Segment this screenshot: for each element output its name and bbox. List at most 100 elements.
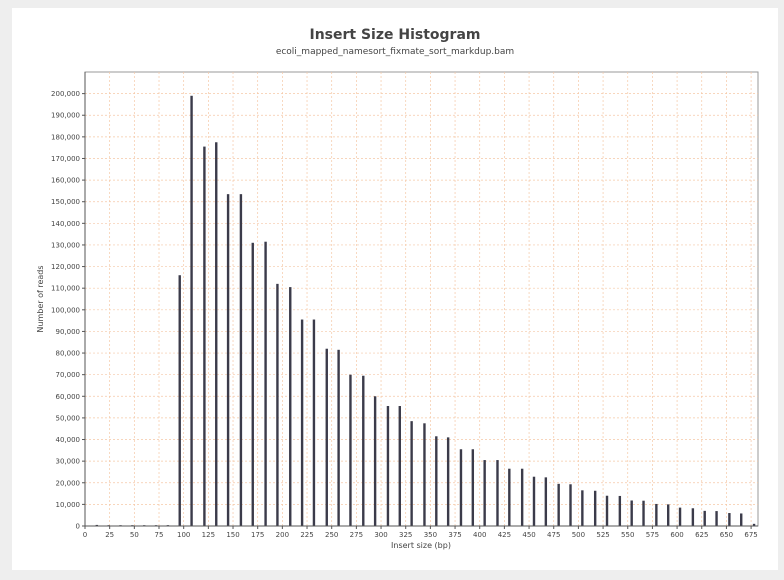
x-tick-label: 500 [572, 531, 585, 539]
x-tick-label: 450 [522, 531, 535, 539]
x-tick-label: 350 [424, 531, 437, 539]
y-tick-label: 180,000 [51, 133, 80, 141]
histogram-bar [544, 477, 548, 526]
y-tick-label: 40,000 [56, 436, 81, 444]
x-tick-label: 325 [399, 531, 412, 539]
x-tick-label: 250 [325, 531, 338, 539]
histogram-bar [740, 513, 743, 526]
x-tick-label: 625 [695, 531, 708, 539]
histogram-bar [349, 374, 352, 526]
grid-lines [84, 72, 758, 526]
y-tick-label: 130,000 [51, 241, 80, 249]
chart-panel: Insert Size Histogram ecoli_mapped_names… [12, 8, 778, 570]
chart-title: Insert Size Histogram [310, 27, 481, 43]
y-tick-label: 50,000 [56, 414, 81, 422]
histogram-bar [203, 146, 206, 527]
histogram-bar [362, 375, 365, 526]
x-tick-label: 375 [448, 531, 461, 539]
y-tick-label: 30,000 [56, 458, 81, 466]
x-tick-label: 550 [621, 531, 634, 539]
histogram-bar [239, 194, 243, 526]
histogram-bar [446, 437, 450, 526]
histogram-bar [691, 508, 695, 526]
x-tick-label: 400 [473, 531, 486, 539]
y-tick-label: 170,000 [51, 155, 80, 163]
x-tick-label: 300 [374, 531, 387, 539]
histogram-bar [435, 436, 438, 526]
histogram-bar [728, 513, 731, 526]
histogram-bar [630, 500, 633, 526]
y-tick-label: 140,000 [51, 220, 80, 228]
x-tick-label: 200 [276, 531, 289, 539]
chart-subtitle: ecoli_mapped_namesort_fixmate_sort_markd… [276, 47, 514, 57]
histogram-bar [325, 348, 328, 526]
histogram-bar [520, 468, 524, 526]
histogram-bar [569, 484, 572, 526]
y-axis-label: Number of reads [36, 265, 45, 332]
histogram-bar [459, 449, 463, 526]
histogram-bar [593, 490, 597, 526]
y-tick-label: 60,000 [56, 393, 81, 401]
histogram-bar [251, 242, 254, 527]
histogram-bar [423, 423, 426, 526]
plot-area [84, 71, 759, 527]
y-tick-label: 150,000 [51, 198, 80, 206]
y-tick-label: 190,000 [51, 112, 80, 120]
histogram-bar [373, 396, 377, 526]
histogram-bar [655, 503, 658, 526]
histogram-bar [178, 275, 181, 526]
histogram-bar [386, 406, 390, 526]
y-tick-label: 0 [76, 523, 80, 531]
histogram-bar [226, 194, 230, 526]
x-axis-label: Insert size (bp) [391, 541, 451, 550]
histogram-bar [557, 483, 560, 526]
x-tick-label: 575 [646, 531, 659, 539]
x-tick-label: 675 [744, 531, 757, 539]
histogram-bar [410, 421, 413, 526]
x-tick-label: 0 [83, 531, 87, 539]
histogram-bar [532, 476, 536, 526]
bars [95, 95, 756, 527]
y-tick-label: 110,000 [51, 285, 80, 293]
y-tick-label: 200,000 [51, 90, 80, 98]
x-tick-label: 100 [177, 531, 190, 539]
histogram-bar [752, 523, 756, 526]
histogram-bar [618, 495, 622, 526]
y-tick-label: 80,000 [56, 350, 81, 358]
histogram-bar [300, 319, 304, 526]
x-tick-label: 125 [202, 531, 215, 539]
histogram-bar [190, 95, 193, 527]
x-tick-label: 150 [226, 531, 239, 539]
x-tick-label: 600 [670, 531, 683, 539]
histogram-bar [715, 511, 718, 526]
histogram-bar [667, 504, 670, 526]
x-tick-label: 425 [498, 531, 511, 539]
x-tick-label: 50 [130, 531, 139, 539]
x-tick-label: 25 [105, 531, 114, 539]
histogram-bar [678, 507, 682, 526]
histogram-bar [276, 283, 279, 526]
y-tick-label: 90,000 [56, 328, 81, 336]
y-tick-label: 160,000 [51, 177, 80, 185]
y-tick-label: 100,000 [51, 306, 80, 314]
histogram-bar [264, 241, 267, 526]
histogram-bar [215, 142, 218, 526]
y-tick-label: 20,000 [56, 479, 81, 487]
x-tick-label: 75 [155, 531, 164, 539]
y-tick-label: 70,000 [56, 371, 81, 379]
histogram-bar [605, 495, 609, 526]
histogram-bar [471, 449, 475, 526]
histogram-bar [337, 349, 340, 526]
y-tick-label: 10,000 [56, 501, 81, 509]
histogram-bar [312, 319, 316, 526]
x-tick-label: 225 [300, 531, 313, 539]
x-tick-label: 525 [596, 531, 609, 539]
axes: 0 10,000 20,000 30,000 40,000 50,000 60,000 70,… [51, 72, 758, 539]
histogram-bar [289, 287, 292, 526]
x-tick-label: 275 [350, 531, 363, 539]
insert-size-histogram: Insert Size Histogram ecoli_mapped_names… [36, 27, 759, 550]
x-tick-label: 650 [720, 531, 733, 539]
x-tick-label: 175 [251, 531, 264, 539]
histogram-bar [496, 460, 499, 526]
histogram-bar [483, 460, 486, 526]
